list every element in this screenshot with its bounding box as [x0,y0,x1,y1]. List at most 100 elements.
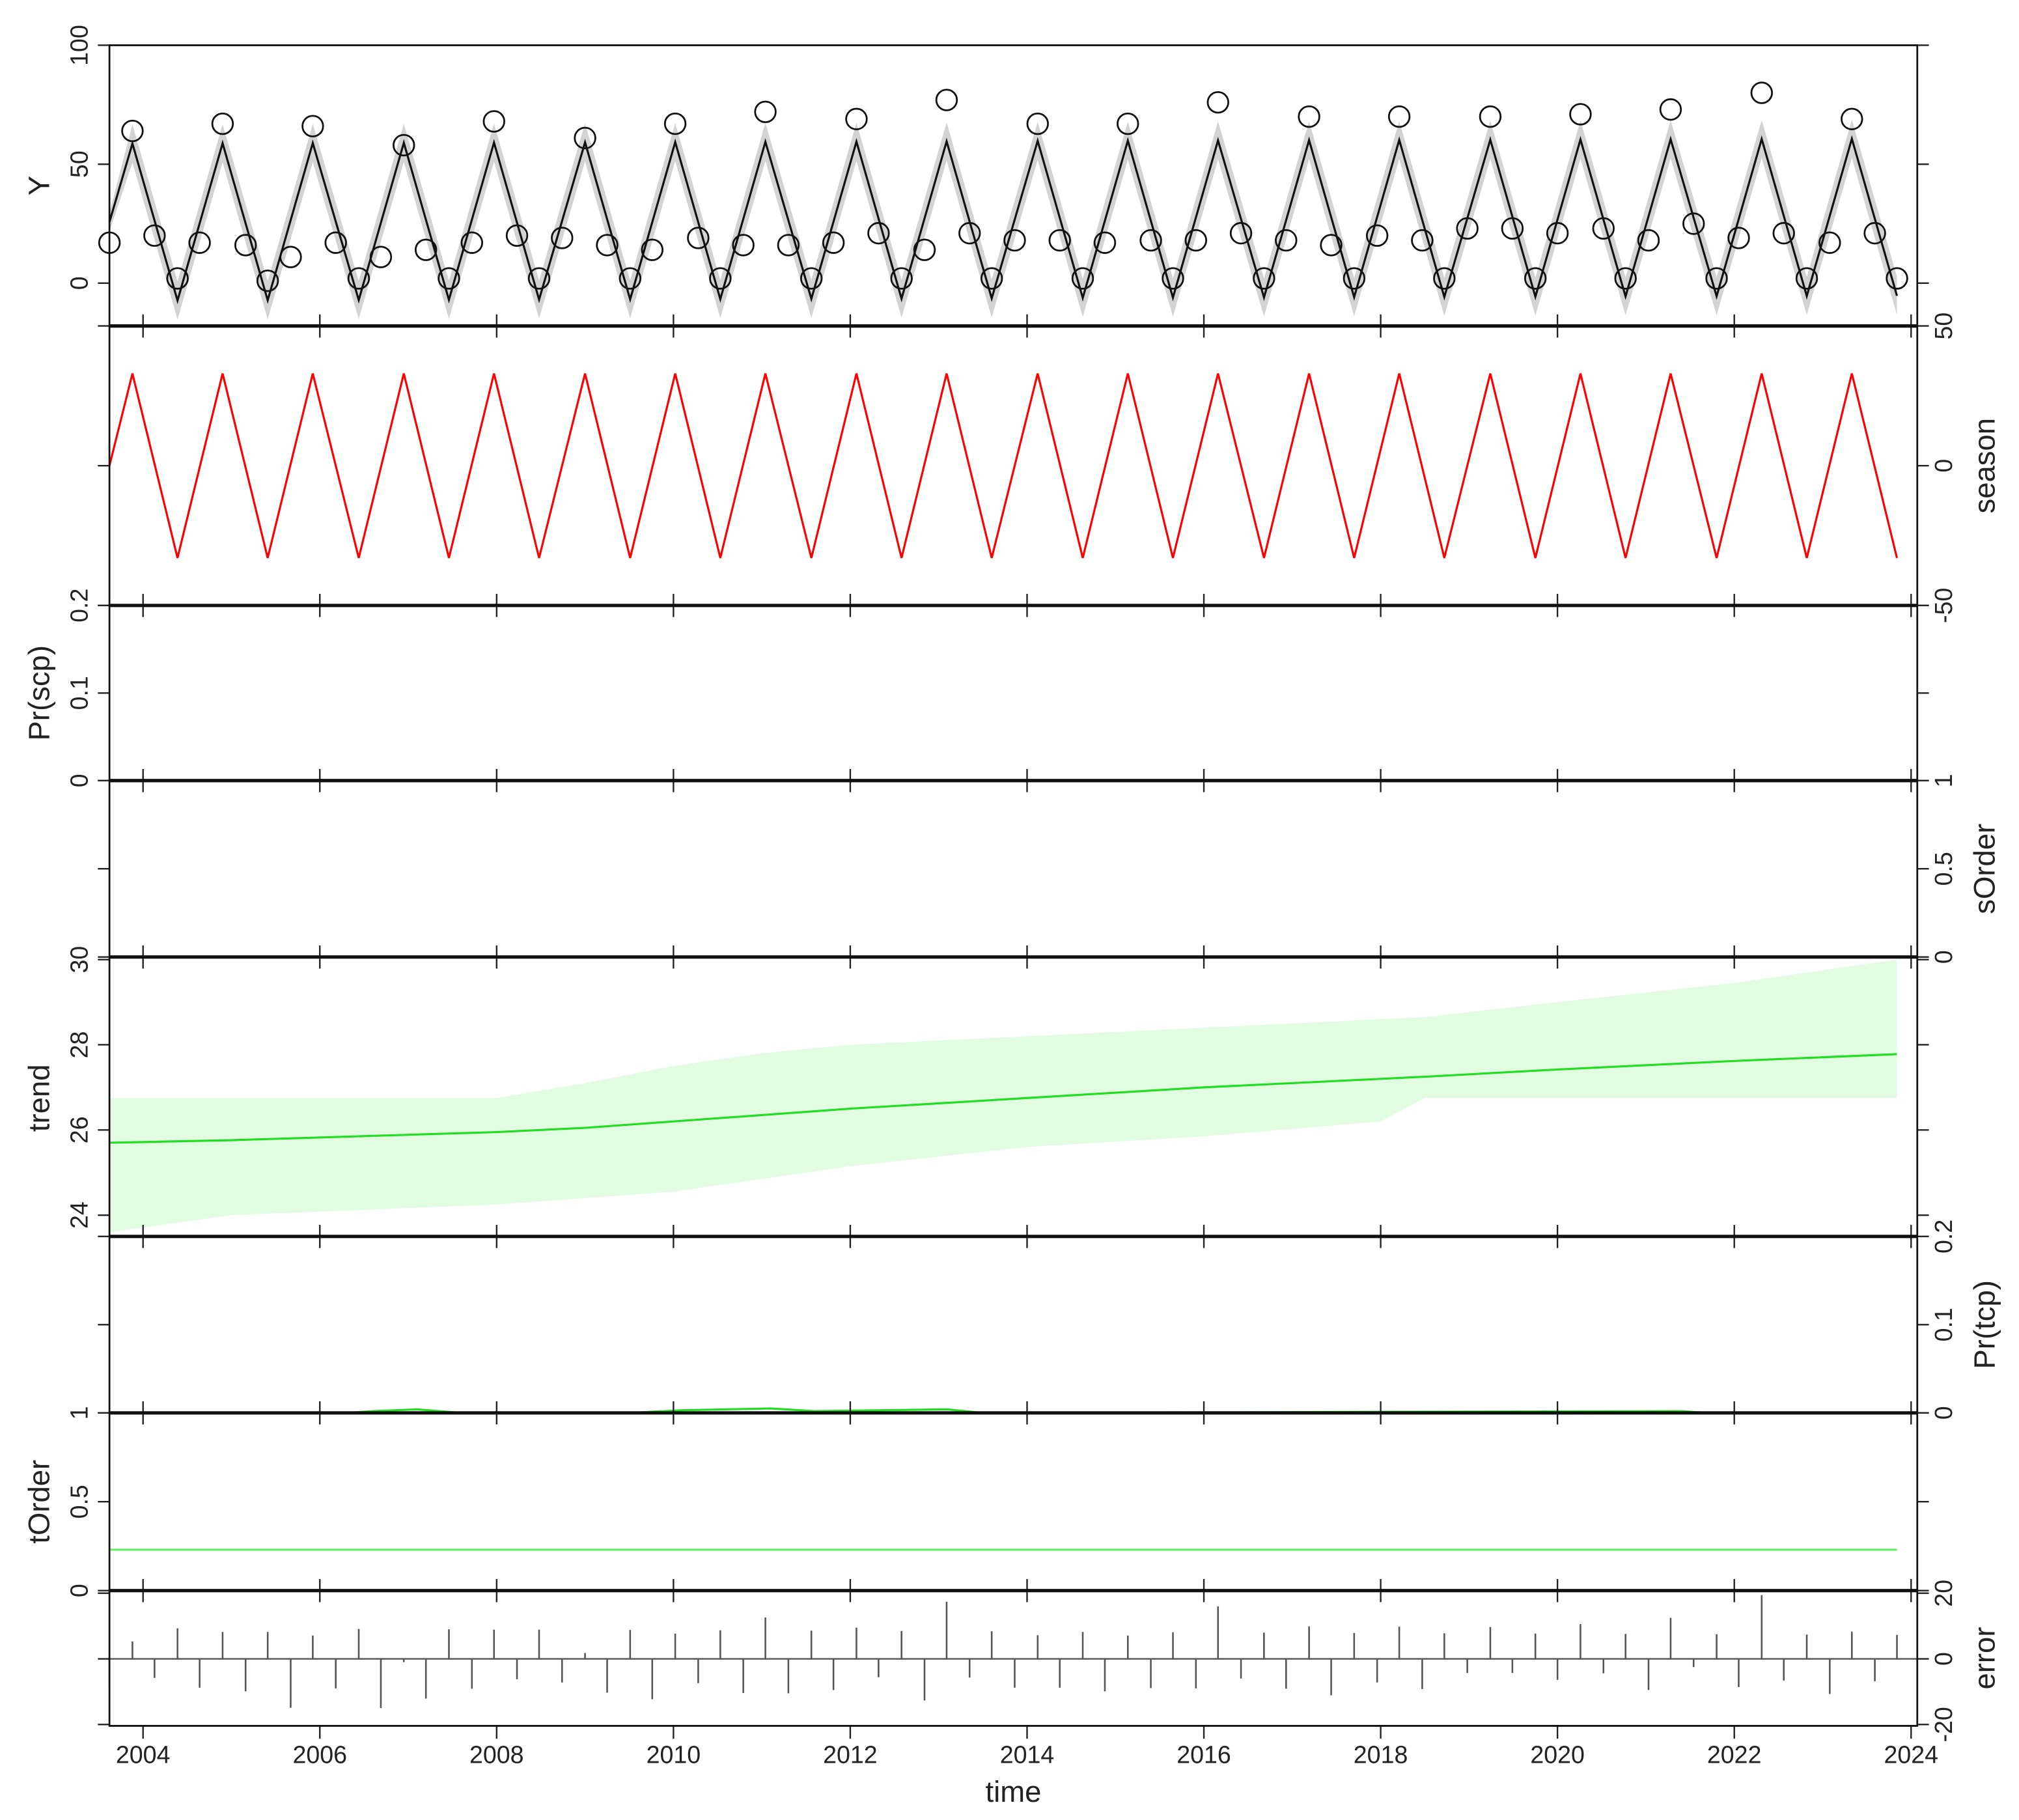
y-tick-label: 0 [1930,950,1957,964]
observation [1479,105,1502,128]
observation [1071,267,1094,290]
y-tick-label: 26 [66,1116,93,1143]
x-tick-label: 2022 [1707,1741,1762,1769]
x-tick-label: 2024 [1884,1741,1938,1769]
observation [596,234,619,257]
observation [641,238,663,261]
observation [1501,217,1524,240]
observation [1546,221,1569,245]
observation [1433,267,1456,290]
y-tick-label: 0.5 [66,1485,93,1519]
y-tick-label: 24 [66,1201,93,1229]
observation [1275,229,1298,252]
observation [121,119,144,143]
observation [211,112,234,135]
observation [414,238,438,261]
observation [574,126,596,150]
observation [1682,212,1705,235]
observation [1750,81,1773,104]
observation [482,110,505,133]
observation [958,221,981,245]
observation [1411,229,1434,252]
axis-title: trend [22,1064,55,1132]
y-tick-label: 0.2 [66,589,93,623]
observation [1298,105,1320,128]
observation [845,107,868,130]
observation [1048,229,1071,252]
y-tick-label: -20 [1930,1707,1957,1742]
observation [1637,229,1660,252]
y-tick-label: -50 [1930,588,1957,623]
y-tick-label: 1 [1930,774,1957,787]
observation [732,234,755,257]
axis-title: sOrder [1968,824,2001,914]
observation [1456,217,1479,240]
observation [709,267,732,290]
axis-title: Pr(tcp) [1968,1280,2001,1369]
y-tick-label: 20 [1930,1580,1957,1607]
y-tick-label: 0.1 [1930,1308,1957,1341]
observation [1343,267,1366,290]
y-tick-label: 0 [1930,1406,1957,1420]
observation [687,227,710,249]
observation [1727,227,1750,249]
series-line [109,1053,1897,1144]
axis-title: tOrder [22,1460,55,1544]
y-tick-label: 1 [66,1406,93,1420]
observation [234,234,257,257]
observation [1841,107,1863,130]
axis-title: error [1968,1627,2001,1690]
x-tick-label: 2004 [116,1741,171,1769]
y-tick-label: 100 [66,25,93,66]
observation [1229,221,1253,245]
x-tick-label: 2018 [1354,1741,1408,1769]
observation [1117,112,1139,135]
x-tick-label: 2006 [292,1741,347,1769]
observation [1592,217,1615,240]
y-tick-label: 0 [66,1584,93,1597]
plot-frame [108,44,1919,1727]
observation [1139,229,1162,252]
observation [754,100,777,123]
observation [935,89,958,111]
x-tick-label: 2016 [1177,1741,1231,1769]
y-tick-label: 0 [1930,1652,1957,1666]
observation [1387,105,1411,128]
observation [1863,221,1886,245]
observation [800,267,823,290]
observation [1320,234,1343,257]
observation [1886,267,1908,290]
axis-title: season [1968,418,2001,514]
observation [1206,91,1229,114]
observation [822,231,845,254]
y-tick-label: 50 [66,150,93,178]
observation [324,231,347,254]
observation [256,269,279,292]
observation [1003,229,1026,252]
observation [369,245,393,268]
observation [1659,98,1682,121]
observation [1614,267,1637,290]
observation [980,267,1003,290]
observation [1569,103,1592,126]
y-tick-label: 30 [66,946,93,973]
observation [890,267,913,290]
observation [1093,231,1117,254]
confidence-band [109,959,1897,1233]
x-tick-label: 2008 [469,1741,524,1769]
observation [1162,267,1184,290]
observation [279,245,302,268]
observation [166,267,189,290]
x-tick-label: 2010 [647,1741,701,1769]
observation [1365,224,1389,247]
observation [663,112,687,135]
y-tick-label: 0 [1930,459,1957,473]
y-tick-label: 0.1 [66,676,93,710]
observation [393,133,415,157]
x-tick-label: 2012 [823,1741,878,1769]
observation [551,227,574,249]
observation [913,238,936,261]
